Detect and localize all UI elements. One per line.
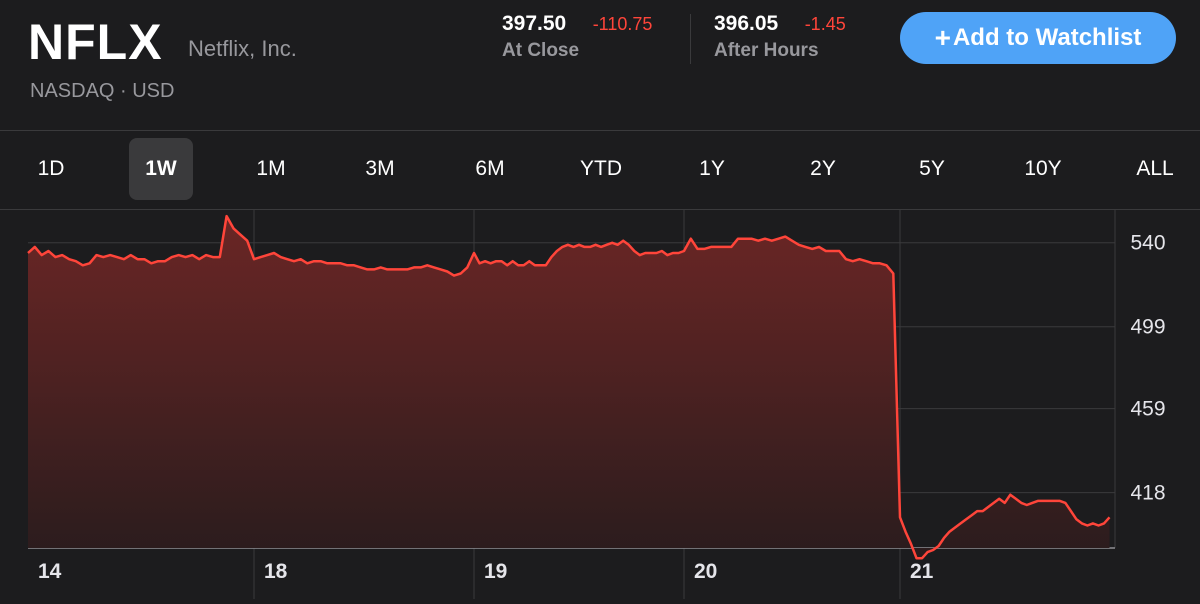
close-price: 397.50: [502, 12, 567, 35]
price-line: [27, 214, 1111, 560]
x-tick-label: 19: [484, 560, 507, 583]
plus-icon: +: [934, 22, 951, 53]
tab-3m[interactable]: 3M: [365, 157, 395, 180]
quote-header: NFLX Netflix, Inc. NASDAQ · USD 397.50 -…: [0, 0, 1200, 130]
tab-1d[interactable]: 1D: [37, 157, 65, 180]
price-area: [28, 216, 1110, 559]
close-quote: 397.50 -110.75 At Close: [502, 12, 652, 62]
add-to-watchlist-button[interactable]: + Add to Watchlist: [900, 12, 1176, 64]
tab-1m[interactable]: 1M: [256, 157, 286, 180]
company-name: Netflix, Inc.: [188, 36, 297, 61]
x-tick-label: 14: [38, 560, 62, 583]
after-hours-change: -1.45: [804, 14, 846, 34]
price-chart-svg: 540 499 459 418 14 18 19 20 21: [27, 210, 1166, 599]
tab-5y[interactable]: 5Y: [919, 157, 945, 180]
after-hours-label: After Hours: [714, 40, 819, 61]
x-tick-label: 21: [910, 560, 934, 583]
x-tick-label: 20: [694, 560, 717, 583]
close-change: -110.75: [592, 14, 653, 34]
time-range-tabs: 1D 1W 1M 3M 6M YTD 1Y 2Y 5Y 10Y ALL: [0, 131, 1200, 209]
x-tick-label: 18: [264, 560, 288, 583]
exchange-currency: NASDAQ · USD: [30, 80, 175, 102]
tab-2y[interactable]: 2Y: [810, 157, 836, 180]
ticker-symbol: NFLX: [28, 14, 163, 70]
header-divider: [0, 130, 1200, 131]
tab-10y[interactable]: 10Y: [1024, 157, 1062, 180]
y-tick-label: 499: [1130, 316, 1165, 339]
y-tick-label: 540: [1130, 232, 1165, 255]
after-hours-quote: 396.05 -1.45 After Hours: [714, 12, 846, 62]
tab-all[interactable]: ALL: [1136, 157, 1174, 180]
price-chart[interactable]: 540 499 459 418 14 18 19 20 21: [0, 210, 1200, 599]
tab-6m[interactable]: 6M: [475, 157, 505, 180]
tab-ytd[interactable]: YTD: [580, 157, 622, 180]
add-to-watchlist-label: Add to Watchlist: [952, 24, 1142, 51]
after-hours-price: 396.05: [714, 12, 779, 35]
y-tick-label: 459: [1130, 398, 1165, 421]
quote-divider: [690, 14, 691, 64]
tab-1y[interactable]: 1Y: [699, 157, 725, 180]
tab-1w[interactable]: 1W: [129, 138, 193, 200]
tabs-divider: [0, 209, 1200, 210]
y-tick-label: 418: [1130, 482, 1165, 505]
close-label: At Close: [502, 40, 580, 61]
